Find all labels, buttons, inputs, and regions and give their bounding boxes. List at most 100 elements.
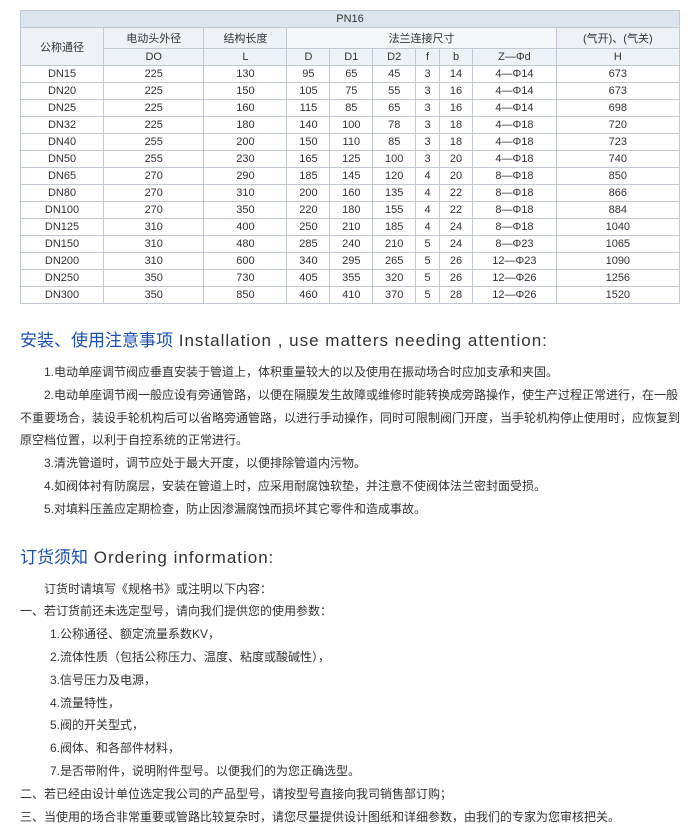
ordering-item: 一、若订货前还未选定型号，请向我们提供您的使用参数： — [20, 600, 680, 623]
table-cell: 1090 — [556, 253, 679, 270]
table-cell: 135 — [373, 185, 416, 202]
install-title-cn: 安装、使用注意事项 — [20, 331, 173, 350]
table-group-header: 公称通径 电动头外径 结构长度 法兰连接尺寸 (气开)、(气关) — [21, 28, 680, 49]
table-cell: 350 — [104, 270, 204, 287]
table-cell: 4—Φ14 — [473, 100, 556, 117]
install-line: 1.电动单座调节阀应垂直安装于管道上，体积重量较大的以及使用在振动场合时应加支承… — [20, 361, 680, 384]
table-cell: 200 — [287, 185, 330, 202]
table-row: DN1002703502201801554228—Φ18884 — [21, 202, 680, 219]
table-cell: 20 — [439, 151, 472, 168]
table-cell: 3 — [416, 66, 440, 83]
table-cell: 100 — [330, 117, 373, 134]
table-body: DN152251309565453144—Φ14673DN20225150105… — [21, 66, 680, 304]
table-cell: 4—Φ14 — [473, 83, 556, 100]
table-cell: 20 — [439, 168, 472, 185]
install-title: 安装、使用注意事项 Installation , use matters nee… — [20, 326, 680, 351]
table-cell: 12—Φ23 — [473, 253, 556, 270]
table-cell: 18 — [439, 134, 472, 151]
table-cell: 140 — [287, 117, 330, 134]
ordering-item: 4.流量特性， — [20, 692, 680, 715]
table-cell: 4—Φ18 — [473, 151, 556, 168]
table-cell: 8—Φ18 — [473, 219, 556, 236]
table-cell: 5 — [416, 253, 440, 270]
col-do: DO — [104, 49, 204, 66]
table-cell: 65 — [373, 100, 416, 117]
table-title: PN16 — [21, 11, 680, 28]
table-cell: 210 — [373, 236, 416, 253]
table-cell: 160 — [330, 185, 373, 202]
table-cell: 240 — [330, 236, 373, 253]
table-cell: 405 — [287, 270, 330, 287]
table-cell: 180 — [330, 202, 373, 219]
table-cell: 225 — [104, 66, 204, 83]
ordering-item: 5.阀的开关型式， — [20, 714, 680, 737]
table-cell: 850 — [556, 168, 679, 185]
table-cell: 285 — [287, 236, 330, 253]
table-cell: 85 — [330, 100, 373, 117]
table-cell: 4—Φ18 — [473, 117, 556, 134]
table-cell: 350 — [204, 202, 287, 219]
table-cell: 270 — [104, 168, 204, 185]
table-cell: 185 — [373, 219, 416, 236]
table-cell: 3 — [416, 100, 440, 117]
table-cell: DN32 — [21, 117, 104, 134]
table-cell: 410 — [330, 287, 373, 304]
spec-table: PN16 公称通径 电动头外径 结构长度 法兰连接尺寸 (气开)、(气关) DO… — [20, 10, 680, 304]
table-cell: 3 — [416, 134, 440, 151]
table-row: DN652702901851451204208—Φ18850 — [21, 168, 680, 185]
table-row: DN152251309565453144—Φ14673 — [21, 66, 680, 83]
table-cell: 3 — [416, 151, 440, 168]
col-l: L — [204, 49, 287, 66]
table-cell: DN200 — [21, 253, 104, 270]
table-cell: 225 — [104, 83, 204, 100]
table-row: DN1253104002502101854248—Φ181040 — [21, 219, 680, 236]
col-d1: D1 — [330, 49, 373, 66]
table-cell: 110 — [330, 134, 373, 151]
table-cell: 4 — [416, 185, 440, 202]
table-cell: 3 — [416, 117, 440, 134]
table-cell: 730 — [204, 270, 287, 287]
table-cell: 698 — [556, 100, 679, 117]
table-cell: 673 — [556, 66, 679, 83]
table-cell: 320 — [373, 270, 416, 287]
table-cell: 4 — [416, 219, 440, 236]
table-cell: 180 — [204, 117, 287, 134]
ordering-title-en: Ordering information: — [88, 548, 274, 567]
table-cell: 8—Φ18 — [473, 168, 556, 185]
ordering-title-cn: 订货须知 — [20, 548, 88, 567]
table-cell: DN50 — [21, 151, 104, 168]
table-cell: 270 — [104, 185, 204, 202]
table-cell: 255 — [104, 134, 204, 151]
table-cell: 1520 — [556, 287, 679, 304]
table-cell: DN40 — [21, 134, 104, 151]
table-cell: 22 — [439, 202, 472, 219]
col-z: Z—Φd — [473, 49, 556, 66]
table-cell: 24 — [439, 219, 472, 236]
install-line: 4.如阀体衬有防腐层，安装在管道上时，应采用耐腐蚀软垫，并注意不使阀体法兰密封面… — [20, 475, 680, 498]
table-cell: 12—Φ26 — [473, 287, 556, 304]
table-cell: 740 — [556, 151, 679, 168]
ordering-intro: 订货时请填写《规格书》或注明以下内容： — [20, 578, 680, 601]
table-cell: DN25 — [21, 100, 104, 117]
table-cell: 3 — [416, 83, 440, 100]
table-row: DN2522516011585653164—Φ14698 — [21, 100, 680, 117]
table-cell: 370 — [373, 287, 416, 304]
ordering-title: 订货须知 Ordering information: — [20, 543, 680, 568]
table-cell: 720 — [556, 117, 679, 134]
table-cell: 105 — [287, 83, 330, 100]
table-cell: 185 — [287, 168, 330, 185]
table-cell: 1256 — [556, 270, 679, 287]
table-cell: 100 — [373, 151, 416, 168]
col-nominal: 公称通径 — [21, 28, 104, 66]
table-cell: 225 — [104, 100, 204, 117]
table-cell: 150 — [204, 83, 287, 100]
table-cell: 26 — [439, 270, 472, 287]
table-cell: 340 — [287, 253, 330, 270]
install-line: 5.对填料压盖应定期检查，防止因渗漏腐蚀而损坏其它零件和造成事故。 — [20, 498, 680, 521]
table-cell: 4—Φ18 — [473, 134, 556, 151]
table-cell: DN15 — [21, 66, 104, 83]
table-row: DN30035085046041037052812—Φ261520 — [21, 287, 680, 304]
table-cell: 4 — [416, 168, 440, 185]
table-cell: DN150 — [21, 236, 104, 253]
table-cell: 600 — [204, 253, 287, 270]
